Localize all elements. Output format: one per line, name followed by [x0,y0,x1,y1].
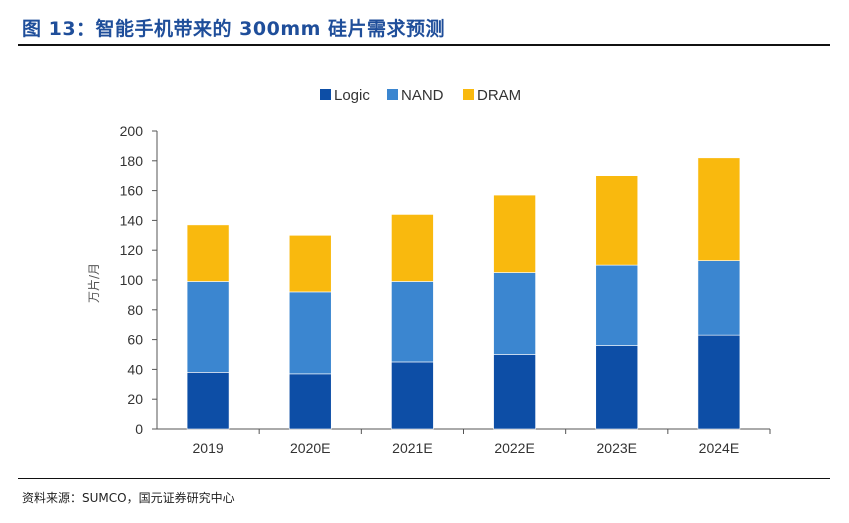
legend-label-logic: Logic [334,87,370,104]
y-tick-label: 200 [120,123,144,139]
y-tick-label: 0 [135,421,143,437]
x-tick-label: 2023E [597,440,637,456]
bar-nand-2022e [493,272,536,355]
x-tick-label: 2019 [193,440,224,456]
source-note: 资料来源：SUMCO，国元证券研究中心 [22,491,235,505]
y-tick-label: 160 [120,183,144,199]
bar-logic-2021e [391,361,434,430]
bar-logic-2019 [186,372,230,430]
bar-nand-2019 [186,281,230,373]
x-axis: 2019 2020E 2021E 2022E 2023E 2024E [157,428,771,456]
y-tick-label: 20 [127,391,143,407]
legend-swatch-dram [463,89,474,100]
y-tick-label: 60 [127,332,143,348]
legend: Logic NAND DRAM [320,87,521,104]
bar-logic-2024e [697,334,741,430]
x-tick-label: 2022E [494,440,534,456]
bar-logic-2023e [595,345,639,430]
source-rule [18,478,830,479]
bars [186,157,741,430]
bar-nand-2020e [288,291,332,375]
y-tick-label: 100 [120,272,144,288]
bar-dram-2019 [186,224,230,282]
bar-logic-2022e [493,354,536,430]
bar-logic-2020e [288,373,332,430]
y-axis-label: 万片/月 [87,263,101,303]
x-tick-label: 2020E [290,440,330,456]
y-axis: 0 20 40 60 80 100 120 140 160 180 200 [120,123,158,437]
y-tick-label: 80 [127,302,143,318]
bar-nand-2024e [697,260,741,336]
legend-swatch-nand [387,89,398,100]
y-tick-label: 40 [127,361,143,377]
y-tick-label: 180 [120,153,144,169]
bar-nand-2023e [595,264,639,346]
bar-dram-2022e [493,194,536,273]
bar-dram-2021e [391,214,434,282]
figure-title: 图 13：智能手机带来的 300mm 硅片需求预测 [22,18,446,40]
title-rule [18,44,830,46]
x-tick-label: 2024E [699,440,739,456]
bar-nand-2021e [391,281,434,363]
bar-dram-2020e [288,235,332,293]
bar-dram-2024e [697,157,741,261]
legend-swatch-logic [320,89,331,100]
legend-label-dram: DRAM [477,87,521,104]
y-tick-label: 120 [120,242,144,258]
x-tick-label: 2021E [392,440,432,456]
bar-dram-2023e [595,175,639,266]
y-tick-label: 140 [120,212,144,228]
legend-label-nand: NAND [401,87,444,104]
